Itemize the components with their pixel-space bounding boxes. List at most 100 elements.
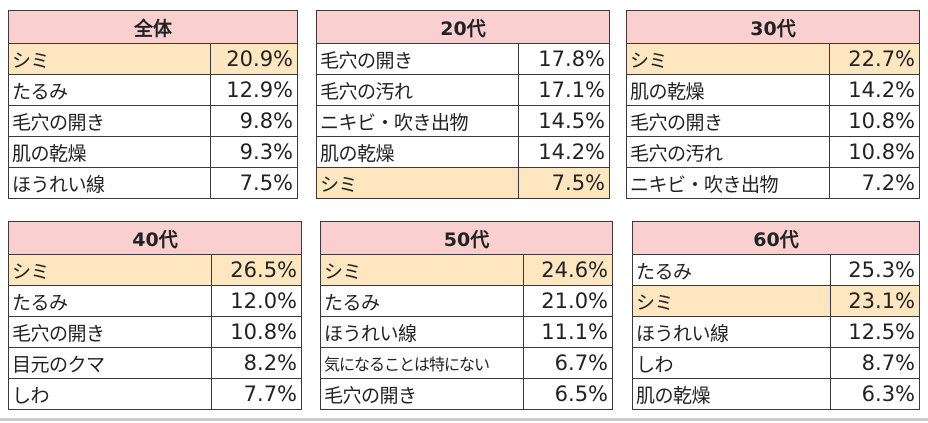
table-title: 20代 <box>315 10 611 44</box>
table-title: 30代 <box>625 10 921 44</box>
row-label: 気になることは特にない <box>320 347 524 379</box>
row-value: 10.8% <box>210 316 303 348</box>
row-label: ニキビ・吹き出物 <box>626 167 830 199</box>
row-label: たるみ <box>8 285 212 317</box>
row-value: 23.1% <box>829 285 921 317</box>
row-value: 12.0% <box>210 285 303 317</box>
row-label: しわ <box>632 347 831 379</box>
row-label: 肌の乾燥 <box>8 136 211 168</box>
row-value: 10.8% <box>828 105 921 137</box>
table-title: 60代 <box>631 221 921 255</box>
row-label: 肌の乾燥 <box>626 74 830 106</box>
row-label: 毛穴の開き <box>8 316 212 348</box>
bottom-divider <box>0 418 928 421</box>
ranking-table-30s: 30代 シミ 22.7% 肌の乾燥 14.2% 毛穴の開き 10.8% 毛穴の汚れ 10… <box>625 10 921 199</box>
row-value: 12.5% <box>829 316 921 348</box>
row-value: 8.2% <box>210 347 303 379</box>
table-row: ほうれい線 11.1% <box>320 316 614 348</box>
ranking-table-60s: 60代 たるみ 25.3% シミ 23.1% ほうれい線 12.5% しわ 8.7% 肌… <box>631 221 921 410</box>
table-row: たるみ 12.0% <box>8 285 303 317</box>
row-value: 25.3% <box>829 254 921 286</box>
row-value: 14.5% <box>517 105 611 137</box>
row-label: ほうれい線 <box>632 316 831 348</box>
row-label: 毛穴の開き <box>8 105 211 137</box>
row-value: 8.7% <box>829 347 921 379</box>
row-value: 6.3% <box>829 378 921 410</box>
row-label: シミ <box>320 254 524 286</box>
row-label: ニキビ・吹き出物 <box>316 105 519 137</box>
table-row: ほうれい線 12.5% <box>632 316 921 348</box>
ranking-table-50s: 50代 シミ 24.6% たるみ 21.0% ほうれい線 11.1% 気になることは特… <box>319 221 614 410</box>
row-label: たるみ <box>632 254 831 286</box>
row-value: 14.2% <box>828 74 921 106</box>
table-row: しわ 7.7% <box>8 378 303 410</box>
row-value: 6.5% <box>522 378 614 410</box>
table-row: 毛穴の汚れ 10.8% <box>626 136 921 168</box>
row-label: シミ <box>632 285 831 317</box>
table-title: 50代 <box>319 221 614 255</box>
row-value: 6.7% <box>522 347 614 379</box>
row-value: 7.5% <box>517 167 611 199</box>
row-value: 26.5% <box>210 254 303 286</box>
row-value: 17.1% <box>517 74 611 106</box>
ranking-table-40s: 40代 シミ 26.5% たるみ 12.0% 毛穴の開き 10.8% 目元のクマ 8.2… <box>7 221 303 410</box>
row-value: 9.3% <box>209 136 299 168</box>
table-title: 40代 <box>7 221 303 255</box>
table-row: シミ 23.1% <box>632 285 921 317</box>
row-label: シミ <box>8 254 212 286</box>
ranking-table-overall: 全体 シミ 20.9% たるみ 12.9% 毛穴の開き 9.8% 肌の乾燥 9.3% ほ… <box>7 10 299 199</box>
table-row: 毛穴の汚れ 17.1% <box>316 74 611 106</box>
row-label: 肌の乾燥 <box>632 378 831 410</box>
row-value: 12.9% <box>209 74 299 106</box>
row-label: 肌の乾燥 <box>316 136 519 168</box>
row-value: 7.2% <box>828 167 921 199</box>
table-row: 毛穴の開き 10.8% <box>626 105 921 137</box>
row-value: 24.6% <box>522 254 614 286</box>
table-row: 毛穴の開き 9.8% <box>8 105 299 137</box>
table-row: シミ 22.7% <box>626 43 921 75</box>
table-row: ニキビ・吹き出物 7.2% <box>626 167 921 199</box>
table-row: ほうれい線 7.5% <box>8 167 299 199</box>
table-row: 毛穴の開き 6.5% <box>320 378 614 410</box>
row-value: 20.9% <box>209 43 299 75</box>
ranking-table-20s: 20代 毛穴の開き 17.8% 毛穴の汚れ 17.1% ニキビ・吹き出物 14.5% … <box>315 10 611 199</box>
row-value: 11.1% <box>522 316 614 348</box>
row-label: たるみ <box>320 285 524 317</box>
table-row: シミ 7.5% <box>316 167 611 199</box>
table-title: 全体 <box>7 10 299 44</box>
row-value: 17.8% <box>517 43 611 75</box>
table-row: 毛穴の開き 10.8% <box>8 316 303 348</box>
row-label: 目元のクマ <box>8 347 212 379</box>
row-label: シミ <box>8 43 211 75</box>
row-label: ほうれい線 <box>8 167 211 199</box>
row-value: 14.2% <box>517 136 611 168</box>
row-label: 毛穴の汚れ <box>626 136 830 168</box>
row-label: 毛穴の開き <box>320 378 524 410</box>
row-label: しわ <box>8 378 212 410</box>
table-row: 目元のクマ 8.2% <box>8 347 303 379</box>
table-row: シミ 26.5% <box>8 254 303 286</box>
table-row: 肌の乾燥 14.2% <box>316 136 611 168</box>
table-row: 毛穴の開き 17.8% <box>316 43 611 75</box>
row-label: たるみ <box>8 74 211 106</box>
row-value: 7.7% <box>210 378 303 410</box>
row-label: シミ <box>626 43 830 75</box>
table-row: シミ 24.6% <box>320 254 614 286</box>
table-row: ニキビ・吹き出物 14.5% <box>316 105 611 137</box>
row-label: 毛穴の開き <box>316 43 519 75</box>
row-label: 毛穴の汚れ <box>316 74 519 106</box>
table-row: 肌の乾燥 9.3% <box>8 136 299 168</box>
table-row: シミ 20.9% <box>8 43 299 75</box>
row-label: 毛穴の開き <box>626 105 830 137</box>
table-row: たるみ 25.3% <box>632 254 921 286</box>
row-value: 21.0% <box>522 285 614 317</box>
row-value: 9.8% <box>209 105 299 137</box>
table-row: しわ 8.7% <box>632 347 921 379</box>
row-value: 10.8% <box>828 136 921 168</box>
table-row: たるみ 12.9% <box>8 74 299 106</box>
table-row: たるみ 21.0% <box>320 285 614 317</box>
row-label: シミ <box>316 167 519 199</box>
table-row: 気になることは特にない 6.7% <box>320 347 614 379</box>
row-value: 22.7% <box>828 43 921 75</box>
row-label: ほうれい線 <box>320 316 524 348</box>
